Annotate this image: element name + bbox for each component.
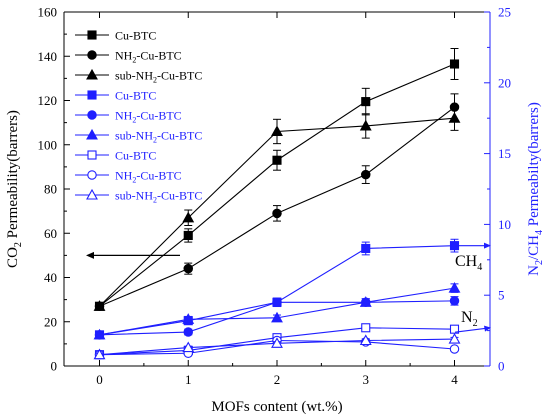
data-point [183,327,194,337]
y-right-tick-label: 0 [498,359,505,374]
n2-arrow-line [454,327,488,333]
n2-arrow-head [484,325,491,332]
data-point [449,296,460,306]
legend-label: Cu-BTC [115,149,156,163]
x-tick-label: 0 [96,372,103,387]
legend-label: sub-NH2-Cu-BTC [115,69,202,85]
legend-marker [86,128,98,140]
legend-label: Cu-BTC [115,29,156,43]
data-point [449,344,460,354]
data-point [272,297,282,308]
y-left-tick-label: 20 [44,314,57,329]
y-left-tick-label: 60 [44,226,57,241]
data-point [271,311,283,323]
y-left-tick-label: 0 [51,359,58,374]
x-tick-label: 3 [363,372,370,387]
y-left-axis-label: CO2 Permeability(barrers) [5,110,24,268]
data-point [448,332,461,344]
x-tick-label: 4 [451,372,458,387]
data-point [361,323,371,333]
legend-marker [87,90,97,100]
y-right-axis-label: N2/CH4 Permeabilty(barrers) [526,102,545,276]
legend-marker [86,188,98,200]
y-right-tick-label: 20 [498,75,511,90]
y-left-tick-label: 100 [38,137,58,152]
legend-label: sub-NH2-Cu-BTC [115,189,202,205]
data-point [271,125,283,137]
data-point [93,300,106,311]
data-point [361,243,371,254]
data-point [361,97,371,107]
left-axis-arrow-head [86,251,94,259]
legend-marker [87,30,97,40]
y-left-tick-label: 140 [38,49,58,64]
legend-label: sub-NH2-Cu-BTC [115,129,202,145]
data-point [93,348,106,360]
data-point [448,281,461,293]
y-left-tick-label: 80 [44,182,57,197]
ch4-arrow-head [484,242,491,249]
x-tick-label: 1 [185,372,192,387]
legend-label: Cu-BTC [115,89,156,103]
legend-label: NH2-Cu-BTC [115,169,182,185]
data-point [93,328,106,340]
y-right-tick-label: 15 [498,146,511,161]
x-tick-label: 2 [274,372,281,387]
data-point [271,337,283,348]
legend-marker [86,68,98,80]
data-point [448,112,461,123]
legend-marker [87,110,97,120]
y-right-tick-label: 10 [498,217,511,232]
y-left-tick-label: 120 [38,93,58,108]
data-point [360,169,371,180]
y-right-tick-label: 25 [498,5,511,20]
legend-label: NH2-Cu-BTC [115,49,182,65]
data-point [359,296,372,307]
ch4-label: CH4 [455,253,482,273]
y-left-tick-label: 40 [44,270,57,285]
data-point [359,119,372,131]
y-right-tick-label: 5 [498,288,505,303]
y-left-tick-label: 160 [38,5,58,20]
legend-marker [87,50,97,60]
n2-label: N2 [461,309,478,329]
data-point [183,230,193,241]
legend-marker [87,150,97,160]
data-point [183,263,194,274]
data-point [182,211,195,223]
data-point [359,334,372,346]
data-point [449,59,460,69]
legend-label: NH2-Cu-BTC [115,109,182,125]
data-point [182,313,195,324]
data-point [272,208,282,219]
data-point [272,155,282,165]
data-point [182,341,195,353]
x-axis-label: MOFs content (wt.%) [211,399,342,415]
legend-marker [87,170,97,180]
